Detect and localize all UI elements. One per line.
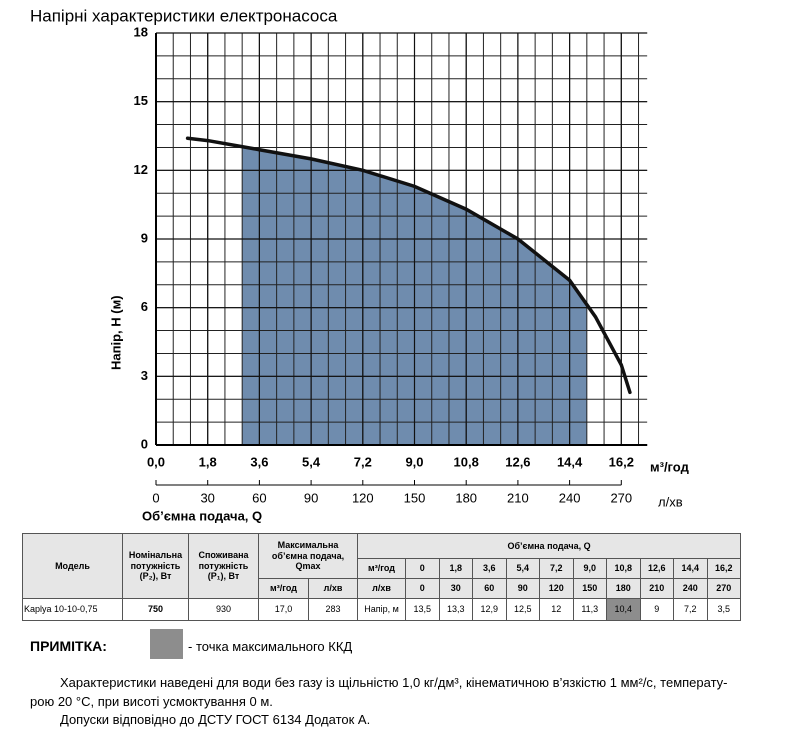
- table-cell: 7,2: [673, 598, 708, 621]
- x-tick-label: 10,8: [454, 454, 479, 469]
- y-tick-label: 0: [141, 436, 148, 451]
- header-cell: 14,4: [673, 558, 708, 579]
- header-cell: 5,4: [505, 558, 540, 579]
- header-cell: 180: [606, 578, 641, 599]
- table-cell: 17,0: [258, 598, 309, 621]
- header-cell: Об’ємна подача, Q: [356, 533, 742, 559]
- header-cell: 3,6: [472, 558, 507, 579]
- table-cell: Напір, м: [357, 598, 406, 621]
- header-cell: 16,2: [706, 558, 742, 579]
- table-cell: 750: [122, 598, 189, 621]
- header-cell: 10,8: [606, 558, 641, 579]
- table-cell: 9: [639, 598, 674, 621]
- header-cell: 9,0: [572, 558, 607, 579]
- header-cell: 7,2: [539, 558, 574, 579]
- table-cell: 3,5: [706, 598, 742, 621]
- text-line: рою 20 °С, при висоті усмоктування 0 м.: [30, 693, 273, 709]
- text-line: Характеристики наведені для води без газ…: [60, 675, 728, 690]
- header-cell: 90: [505, 578, 540, 599]
- x2-tick-label: 150: [404, 490, 426, 505]
- x-tick-label: 7,2: [354, 454, 372, 469]
- chart-title: Напірні характеристики електронасоса: [30, 6, 338, 25]
- table-cell: 13,3: [438, 598, 473, 621]
- x2-tick-label: 30: [200, 490, 214, 505]
- table-cell: 13,5: [405, 598, 440, 621]
- header-cell: Номінальна потужність (P₂), Вт: [122, 533, 189, 599]
- header-row: м³/год 0 1,8 3,6 5,4 7,2 9,0 10,8 12,6 14,4 16,2: [23, 558, 775, 579]
- x-tick-label: 5,4: [302, 454, 321, 469]
- chart: Напірні характеристики електронасоса Нап…: [30, 6, 690, 523]
- table-cell: 12,9: [472, 598, 507, 621]
- x2-unit-label: л/хв: [658, 494, 683, 509]
- x-tick-label: 12,6: [505, 454, 530, 469]
- table-cell: 930: [188, 598, 259, 621]
- x-tick-label: 9,0: [405, 454, 423, 469]
- x2-tick-label: 60: [252, 490, 266, 505]
- header-cell: 12,6: [639, 558, 674, 579]
- y-tick-label: 15: [134, 93, 148, 108]
- data-row: Kaplya 10-10-0,75 750 930 17,0 283 Напір, м 13…: [22, 598, 775, 621]
- header-cell: м³/год: [258, 578, 309, 599]
- x2-tick-label: 210: [507, 490, 529, 505]
- table-cell: 10,4: [606, 598, 641, 621]
- header-cell: л/хв: [357, 578, 406, 599]
- y-axis-label: Напір, H (м): [108, 295, 123, 370]
- y-tick-label: 9: [141, 230, 148, 245]
- header-cell: 30: [438, 578, 473, 599]
- header-cell: Максимальна об’ємна подача, Qmax: [258, 533, 358, 579]
- y-tick-label: 12: [134, 162, 148, 177]
- x-tick-label: 16,2: [609, 454, 634, 469]
- note-swatch: [150, 629, 183, 659]
- header-cell: 1,8: [438, 558, 473, 579]
- x2-tick-label: 0: [152, 490, 159, 505]
- table-cell: 12,5: [505, 598, 540, 621]
- header-cell: л/хв: [308, 578, 358, 599]
- header-cell: Модель: [22, 533, 123, 599]
- head-curve: [185, 136, 632, 395]
- text-line: Допуски відповідно до ДСТУ ГОСТ 6134 Дод…: [60, 712, 371, 727]
- header-cell: 270: [706, 578, 742, 599]
- header-cell: 210: [639, 578, 674, 599]
- x2-tick-label: 270: [610, 490, 632, 505]
- x2-tick-label: 180: [455, 490, 477, 505]
- header-cell: 150: [572, 578, 607, 599]
- y-tick-label: 3: [141, 368, 148, 383]
- header-cell: 0: [405, 558, 440, 579]
- x2-tick-label: 90: [304, 490, 318, 505]
- x-tick-label: 3,6: [250, 454, 268, 469]
- x2-tick-label: 120: [352, 490, 374, 505]
- x-tick-label: 1,8: [199, 454, 217, 469]
- x-tick-label: 14,4: [557, 454, 583, 469]
- notes-text: Характеристики наведені для води без газ…: [30, 674, 790, 730]
- table-cell: Kaplya 10-10-0,75: [22, 598, 123, 621]
- header-cell: Споживана потужність (P₁), Вт: [188, 533, 259, 599]
- x-tick-label: 0,0: [147, 454, 165, 469]
- header-row: Модель Номінальна потужність (P₂), Вт Спож…: [22, 533, 775, 599]
- y-tick-label: 6: [141, 299, 148, 314]
- table-cell: 12: [539, 598, 574, 621]
- table-cell: 283: [308, 598, 358, 621]
- note-legend: - точка максимального ККД: [188, 639, 353, 654]
- header-cell: 0: [405, 578, 440, 599]
- spec-table: Модель Номінальна потужність (P₂), Вт Спож…: [22, 533, 775, 621]
- note-title: ПРИМІТКА:: [30, 638, 107, 654]
- header-cell: 120: [539, 578, 574, 599]
- x-axis-label: Об’ємна подача, Q: [142, 508, 262, 523]
- header-cell: м³/год: [357, 558, 406, 579]
- table-cell: 11,3: [572, 598, 607, 621]
- header-cell: 240: [673, 578, 708, 599]
- x-unit-label: м³/год: [650, 459, 690, 474]
- x2-tick-label: 240: [559, 490, 581, 505]
- header-cell: 60: [472, 578, 507, 599]
- y-tick-label: 18: [134, 24, 148, 39]
